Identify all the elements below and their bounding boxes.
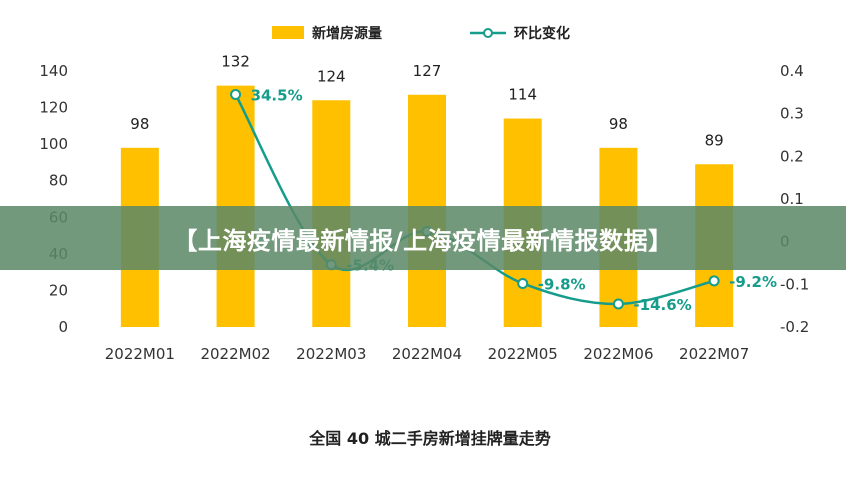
legend-marker bbox=[483, 28, 493, 38]
x-axis: 2022M01 2022M02 2022M03 2022M04 2022M05 2022M… bbox=[105, 345, 749, 363]
bar-value-label: 89 bbox=[705, 131, 724, 149]
line-value-label: -9.8% bbox=[538, 275, 586, 293]
bar-value-label: 124 bbox=[317, 67, 346, 85]
bar-value-label: 132 bbox=[221, 53, 250, 71]
line-point bbox=[517, 277, 529, 289]
left-tick-label: 140 bbox=[39, 62, 68, 80]
left-tick-label: 20 bbox=[49, 281, 68, 299]
category-label: 2022M01 bbox=[105, 345, 175, 363]
left-tick-label: 80 bbox=[49, 172, 68, 190]
line-point bbox=[708, 275, 720, 287]
left-tick-label: 100 bbox=[39, 135, 68, 153]
legend-label-line: 环比变化 bbox=[514, 25, 570, 42]
chart-title: 全国 40 城二手房新增挂牌量走势 bbox=[308, 429, 550, 448]
legend-swatch-bar bbox=[272, 26, 304, 39]
left-axis: 020406080100120140 bbox=[39, 62, 68, 336]
legend: 新增房源量 环比变化 bbox=[272, 25, 570, 42]
right-tick-label: 0.2 bbox=[780, 147, 804, 165]
bar-value-label: 98 bbox=[130, 115, 149, 133]
line-point bbox=[612, 298, 624, 310]
right-tick-label: -0.2 bbox=[780, 318, 809, 336]
overlay-banner: 【上海疫情最新情报/上海疫情最新情报数据】 bbox=[0, 206, 846, 270]
bar-value-labels: 98 132 124 127 114 98 89 bbox=[130, 53, 723, 150]
right-tick-label: 0.3 bbox=[780, 105, 804, 123]
category-label: 2022M05 bbox=[488, 345, 558, 363]
bar-value-label: 127 bbox=[413, 62, 442, 80]
right-axis: -0.2-0.100.10.20.30.4 bbox=[780, 62, 809, 336]
line-value-label: 34.5% bbox=[251, 86, 303, 104]
left-tick-label: 120 bbox=[39, 99, 68, 117]
line-value-label: -14.6% bbox=[633, 296, 691, 314]
left-tick-label: 0 bbox=[58, 318, 68, 336]
legend-label-bar: 新增房源量 bbox=[312, 25, 382, 42]
category-label: 2022M06 bbox=[583, 345, 653, 363]
right-tick-label: 0.4 bbox=[780, 62, 804, 80]
category-label: 2022M04 bbox=[392, 345, 462, 363]
right-tick-label: 0.1 bbox=[780, 190, 804, 208]
line-path bbox=[234, 93, 715, 306]
line-point bbox=[230, 88, 242, 100]
line-value-label: -9.2% bbox=[729, 273, 777, 291]
category-label: 2022M02 bbox=[200, 345, 270, 363]
bar-value-label: 114 bbox=[508, 86, 537, 104]
right-tick-label: -0.1 bbox=[780, 275, 809, 293]
bar-value-label: 98 bbox=[609, 115, 628, 133]
category-label: 2022M03 bbox=[296, 345, 366, 363]
category-label: 2022M07 bbox=[679, 345, 749, 363]
